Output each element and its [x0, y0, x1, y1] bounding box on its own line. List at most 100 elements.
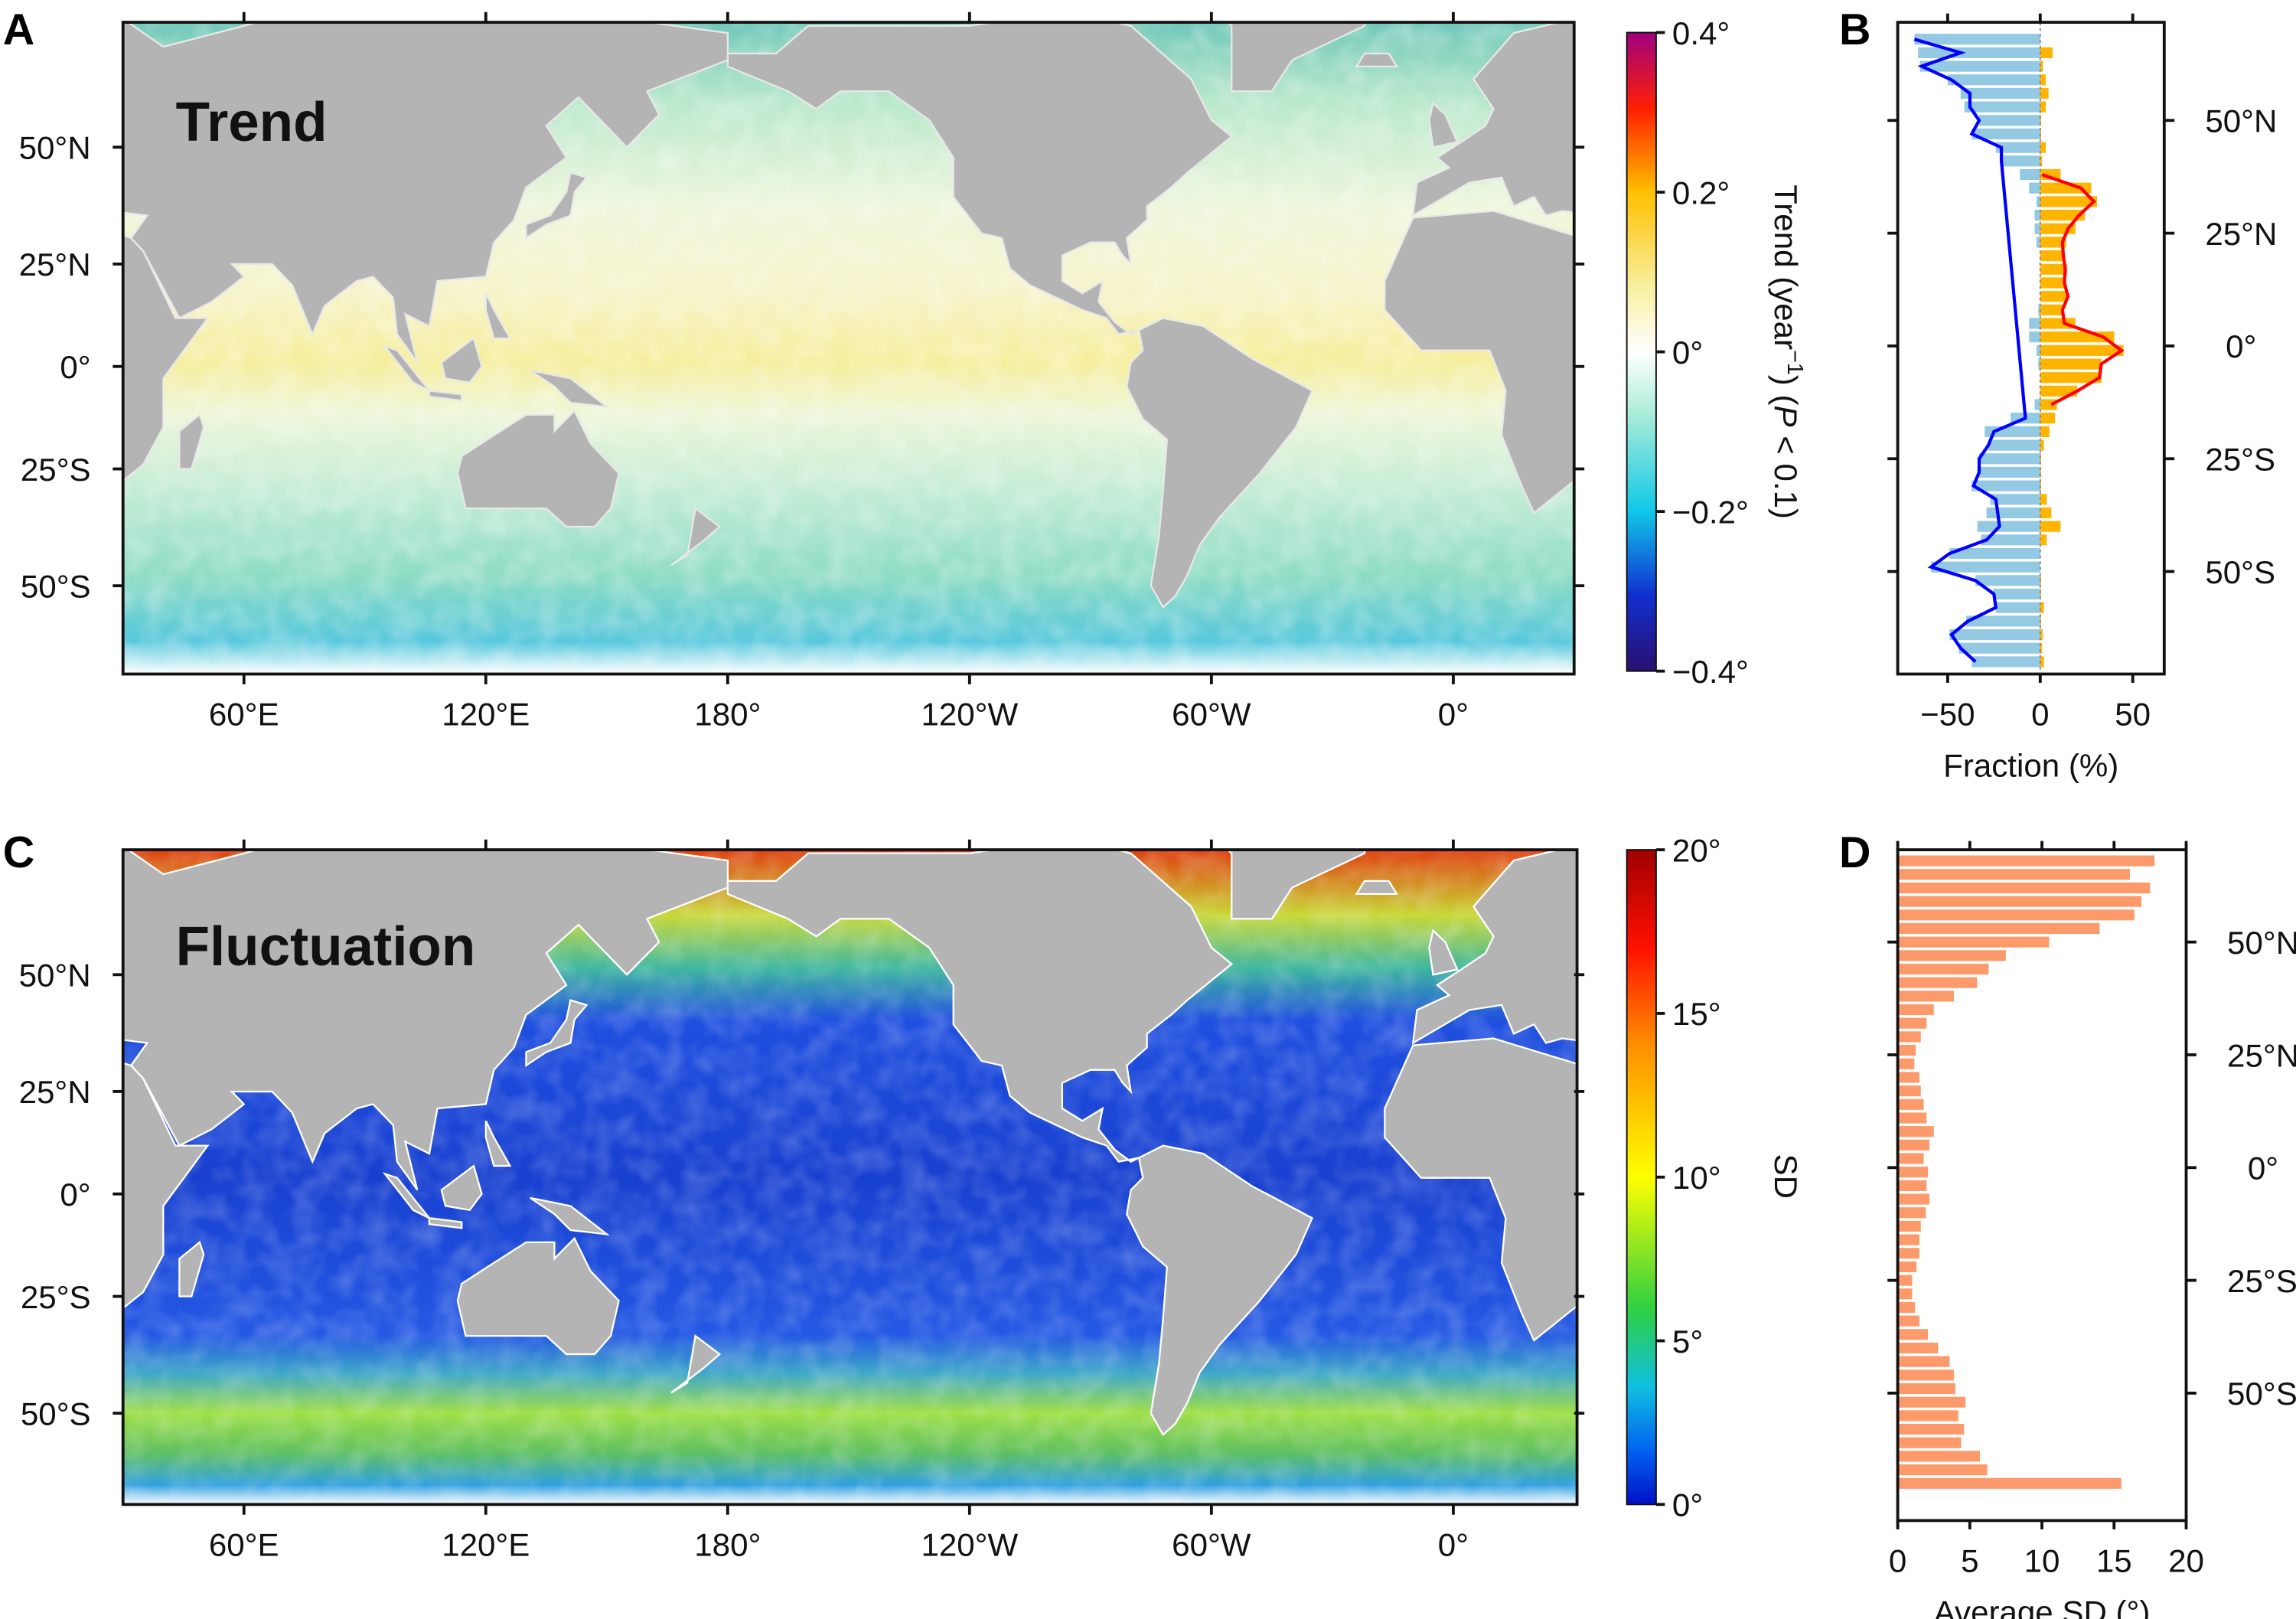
positive-fraction-bar [2040, 344, 2124, 356]
land-mass-northAmerica [726, 850, 1234, 1163]
negative-fraction-bar [2000, 155, 2040, 167]
average-sd-bar [1897, 1167, 1929, 1178]
land-mass-philippines [1937, 293, 1962, 338]
land-mass-arctic [970, 0, 1171, 11]
average-sd-bar [1897, 922, 2100, 935]
positive-fraction-bar [2040, 656, 2044, 668]
land-mass-madagascar [178, 413, 205, 470]
lat-tick-label: 0° [60, 1177, 90, 1213]
land-mass-northAmerica [726, 22, 1234, 335]
average-sd-bar [1897, 977, 1978, 988]
negative-fraction-bar [1981, 534, 2040, 546]
negative-fraction-bar [1919, 60, 2040, 72]
average-sd-bar [1897, 896, 2142, 907]
average-sd-bar [1897, 1220, 1921, 1232]
average-sd-bar [1897, 1072, 1919, 1083]
positive-fraction-bar [2040, 250, 2063, 262]
colorbar-tick-label: 20° [1672, 832, 1721, 868]
map-frame [121, 21, 1576, 676]
trend-colorbar: 0.4° 0.2° 0° −0.2° −0.4° Trend (year−1) (P <… [1626, 15, 1807, 690]
negative-fraction-bar [2038, 304, 2040, 315]
panel-label-d: D [1839, 828, 1870, 877]
colorbar-gradient [1626, 31, 1657, 672]
average-sd-bar [1897, 1275, 1913, 1286]
land-mass-iceland [1355, 52, 1399, 68]
average-sd-bar [1897, 1193, 1930, 1205]
lat-tick-label: 0° [60, 349, 90, 385]
land-mass-arctic [970, 808, 1171, 839]
average-sd-bar [1897, 1329, 1929, 1340]
negative-fraction-bar [2036, 344, 2040, 356]
average-sd-bar [1897, 909, 2135, 921]
x-axis-label: Average SD (°) [1934, 1594, 2151, 1619]
average-sd-bar [1897, 1342, 1939, 1354]
lon-tick-label: 0° [1438, 696, 1469, 732]
x-tick-label: −50 [1920, 696, 1975, 732]
average-sd-bar [1897, 950, 2006, 961]
land-mass-philippines [1937, 1121, 1962, 1166]
negative-fraction-bar [1978, 115, 2040, 126]
lat-tick-label: 25°N [19, 1074, 91, 1110]
land-mass-madagascar [178, 1240, 205, 1297]
land-mass-britain [1428, 101, 1459, 149]
positive-fraction-bar [2040, 74, 2047, 86]
positive-fraction-bar [2040, 372, 2102, 384]
colorbar-tick-label: −0.4° [1672, 654, 1749, 690]
positive-fraction-bar [2040, 642, 2043, 654]
negative-fraction-bar [1964, 101, 2040, 113]
trend-map: 60°E 120°E 180° 120°W 60°W 0° 50°N 25°N 0° 25°S 50… [19, 0, 1962, 732]
plot-frame [1896, 21, 2166, 676]
panel-label-b: B [1839, 5, 1870, 54]
lon-tick-label: 0° [1438, 1526, 1469, 1562]
average-sd-bar [1897, 1153, 1924, 1164]
land-mass-britain [1428, 929, 1459, 976]
land-mass-africa [122, 1062, 210, 1310]
land-mass-eurasia [122, 22, 729, 364]
negative-fraction-bar [1966, 615, 2040, 627]
average-sd-bar [1897, 1437, 1962, 1448]
positive-fraction-bar [2040, 521, 2061, 532]
land-mass-newZealand [2122, 1336, 2170, 1392]
average-sd-bar-chart: 0 5 10 15 20 50°N 25°N 0° 25°S 50°S Average SD (°) [1887, 841, 2296, 1619]
average-sd-bar [1897, 1126, 1934, 1138]
negative-fraction-bar [2029, 331, 2040, 343]
positive-fraction-bar [2040, 115, 2041, 126]
land-mass-australia [456, 1236, 620, 1356]
average-sd-bar [1897, 1356, 1950, 1367]
negative-fraction-bar [2029, 182, 2040, 194]
colorbar-gradient [1626, 849, 1657, 1506]
land-mass-java [428, 1217, 463, 1229]
negative-fraction-bar [1986, 507, 2040, 519]
y-tick-label: 50°N [2205, 103, 2277, 139]
negative-fraction-bar [2038, 358, 2040, 370]
lon-tick-label: 120°E [442, 1526, 530, 1562]
positive-fraction-bar [2040, 277, 2066, 289]
land-mass-eurasia [122, 850, 729, 1191]
average-sd-bar [1897, 1451, 1981, 1462]
x-tick-label: 20 [2168, 1542, 2204, 1578]
map-ticks: 60°E 120°E 180° 120°W 60°W 0° 50°N 25°N 0° 25°S 50… [19, 11, 1585, 732]
average-sd-bar [1897, 1017, 1927, 1029]
average-sd-bar [1897, 855, 2155, 867]
positive-fraction-bar [2040, 534, 2047, 546]
colorbar-tick-label: −0.2° [1672, 494, 1749, 530]
land-mass-japan [1978, 1000, 2038, 1066]
y-tick-label: 0° [2226, 328, 2256, 364]
land-mass-southAmerica [1126, 1144, 1313, 1437]
colorbar-label-trend: Trend (year−1) (P < 0.1) [1768, 184, 1807, 519]
sd-colorbar: 20° 15° 10° 5° 0° SD [1626, 832, 1804, 1523]
land-mass-newGuinea [530, 1196, 610, 1235]
negative-fraction-bar [1978, 453, 2040, 465]
negative-fraction-bar [1971, 128, 2040, 140]
x-tick-label: 0 [2031, 696, 2049, 732]
negative-fraction-bar [2036, 196, 2040, 207]
lon-tick-label: 60°W [1172, 696, 1251, 732]
land-mass-greenland [1226, 22, 1366, 93]
lon-tick-label: 180° [694, 696, 761, 732]
land-mass-australia [1909, 1239, 2070, 1354]
positive-line [2041, 173, 2125, 406]
lon-tick-label: 60°W [1172, 1526, 1251, 1562]
land-mass-australia [456, 409, 620, 528]
y-tick-label: 50°S [2205, 554, 2275, 590]
